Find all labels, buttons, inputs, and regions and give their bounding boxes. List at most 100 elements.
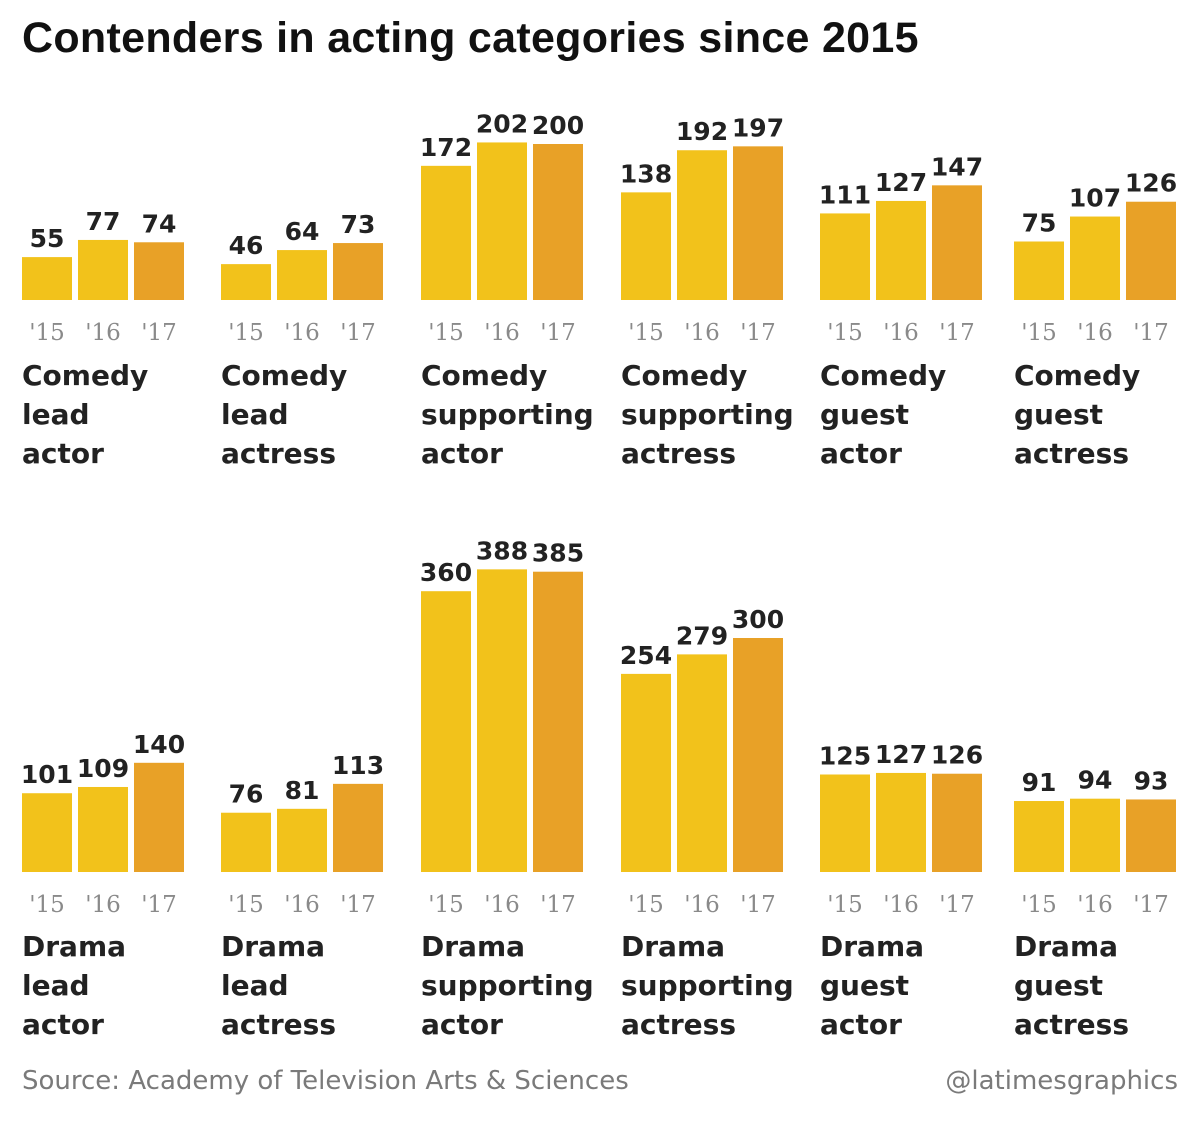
category-label-comedy-guest-actor-0: Comedy <box>820 359 946 392</box>
bar-comedy-supporting-actor-0 <box>421 165 471 300</box>
bar-drama-lead-actress-1 <box>277 808 327 872</box>
bar-comedy-guest-actress-1 <box>1070 216 1120 300</box>
bar-drama-guest-actor-0 <box>820 774 870 872</box>
category-label-drama-lead-actor-0: Drama <box>22 930 126 963</box>
bar-comedy-lead-actress-0 <box>221 264 271 300</box>
year-label-comedy-supporting-actress-2: '17 <box>740 320 776 346</box>
category-label-comedy-lead-actress-2: actress <box>221 437 336 470</box>
source-note: Source: Academy of Television Arts & Sci… <box>22 1066 629 1096</box>
category-label-drama-supporting-actor-2: actor <box>421 1008 503 1041</box>
bar-drama-supporting-actor-1 <box>477 569 527 872</box>
value-label-drama-lead-actress-0: 76 <box>229 780 264 809</box>
value-label-comedy-lead-actor-2: 74 <box>142 209 177 238</box>
year-label-comedy-guest-actress-1: '16 <box>1077 320 1113 346</box>
bar-drama-guest-actor-2 <box>932 773 982 872</box>
year-label-comedy-lead-actress-1: '16 <box>284 320 320 346</box>
category-label-drama-guest-actress-1: guest <box>1014 969 1103 1002</box>
value-label-comedy-supporting-actress-1: 192 <box>676 117 728 146</box>
year-label-drama-lead-actress-1: '16 <box>284 892 320 918</box>
year-label-drama-lead-actor-0: '15 <box>29 892 65 918</box>
bar-comedy-supporting-actress-2 <box>733 146 783 300</box>
bar-comedy-guest-actor-2 <box>932 185 982 300</box>
bar-comedy-lead-actress-2 <box>333 243 383 300</box>
value-label-comedy-supporting-actor-2: 200 <box>532 111 584 140</box>
bar-comedy-guest-actress-0 <box>1014 241 1064 300</box>
bar-drama-supporting-actor-2 <box>533 571 583 872</box>
bar-chart-grid: 55 '15 77 '16 74 '17 Comedy lead actor 46 '15 64 '16… <box>21 109 1177 1041</box>
year-label-comedy-guest-actress-0: '15 <box>1021 320 1057 346</box>
category-label-comedy-lead-actor-1: lead <box>22 398 90 431</box>
bar-drama-lead-actress-0 <box>221 812 271 872</box>
value-label-drama-guest-actress-0: 91 <box>1022 768 1057 797</box>
value-label-drama-lead-actress-2: 113 <box>332 751 384 780</box>
category-label-drama-guest-actress-0: Drama <box>1014 930 1118 963</box>
category-label-comedy-guest-actress-0: Comedy <box>1014 359 1140 392</box>
category-label-comedy-guest-actor-1: guest <box>820 398 909 431</box>
bar-comedy-supporting-actress-1 <box>677 150 727 300</box>
value-label-comedy-guest-actor-0: 111 <box>819 180 871 209</box>
year-label-drama-supporting-actor-2: '17 <box>540 892 576 918</box>
value-label-comedy-supporting-actress-0: 138 <box>620 159 672 188</box>
bar-drama-guest-actress-0 <box>1014 801 1064 872</box>
bar-drama-supporting-actor-0 <box>421 591 471 872</box>
value-label-comedy-guest-actress-1: 107 <box>1069 184 1121 213</box>
bar-drama-supporting-actress-0 <box>621 673 671 872</box>
year-label-drama-supporting-actor-1: '16 <box>484 892 520 918</box>
category-label-comedy-guest-actress-1: guest <box>1014 398 1103 431</box>
bar-drama-lead-actor-0 <box>22 793 72 872</box>
value-label-comedy-guest-actor-1: 127 <box>875 168 927 197</box>
category-label-comedy-lead-actor-2: actor <box>22 437 104 470</box>
category-label-drama-supporting-actor-1: supporting <box>421 969 594 1002</box>
value-label-drama-supporting-actress-2: 300 <box>732 605 784 634</box>
year-label-drama-supporting-actor-0: '15 <box>428 892 464 918</box>
value-label-comedy-guest-actress-2: 126 <box>1125 169 1177 198</box>
bar-comedy-guest-actor-0 <box>820 213 870 300</box>
bar-comedy-lead-actor-2 <box>134 242 184 300</box>
category-label-drama-guest-actor-2: actor <box>820 1008 902 1041</box>
bar-drama-guest-actress-2 <box>1126 799 1176 872</box>
year-label-comedy-guest-actor-1: '16 <box>883 320 919 346</box>
value-label-drama-lead-actress-1: 81 <box>285 776 320 805</box>
year-label-drama-lead-actor-2: '17 <box>141 892 177 918</box>
value-label-drama-supporting-actor-0: 360 <box>420 558 472 587</box>
category-label-drama-lead-actress-0: Drama <box>221 930 325 963</box>
value-label-comedy-supporting-actor-1: 202 <box>476 109 528 138</box>
bar-comedy-guest-actor-1 <box>876 200 926 300</box>
value-label-comedy-guest-actor-2: 147 <box>931 152 983 181</box>
value-label-comedy-lead-actor-0: 55 <box>30 224 65 253</box>
category-label-comedy-supporting-actor-0: Comedy <box>421 359 547 392</box>
category-label-drama-guest-actor-0: Drama <box>820 930 924 963</box>
bar-comedy-supporting-actor-2 <box>533 144 583 300</box>
bar-comedy-lead-actor-0 <box>22 257 72 300</box>
value-label-drama-supporting-actress-1: 279 <box>676 621 728 650</box>
year-label-comedy-supporting-actor-2: '17 <box>540 320 576 346</box>
chart-title: Contenders in acting categories since 20… <box>22 14 919 62</box>
bar-drama-supporting-actress-1 <box>677 654 727 872</box>
value-label-drama-guest-actor-0: 125 <box>819 742 871 771</box>
value-label-drama-lead-actor-1: 109 <box>77 754 129 783</box>
value-label-comedy-supporting-actor-0: 172 <box>420 133 472 162</box>
year-label-comedy-supporting-actor-1: '16 <box>484 320 520 346</box>
value-label-drama-supporting-actor-1: 388 <box>476 536 528 565</box>
year-label-drama-lead-actress-0: '15 <box>228 892 264 918</box>
value-label-drama-supporting-actor-2: 385 <box>532 539 584 568</box>
category-label-comedy-guest-actor-2: actor <box>820 437 902 470</box>
category-label-drama-guest-actor-1: guest <box>820 969 909 1002</box>
year-label-comedy-supporting-actress-1: '16 <box>684 320 720 346</box>
value-label-drama-guest-actor-1: 127 <box>875 740 927 769</box>
category-label-drama-supporting-actress-0: Drama <box>621 930 725 963</box>
year-label-drama-guest-actor-2: '17 <box>939 892 975 918</box>
category-label-drama-lead-actress-2: actress <box>221 1008 336 1041</box>
category-label-drama-lead-actor-2: actor <box>22 1008 104 1041</box>
category-label-comedy-supporting-actress-0: Comedy <box>621 359 747 392</box>
bar-comedy-lead-actress-1 <box>277 250 327 300</box>
category-label-comedy-supporting-actor-1: supporting <box>421 398 594 431</box>
year-label-drama-lead-actor-1: '16 <box>85 892 121 918</box>
year-label-comedy-guest-actor-0: '15 <box>827 320 863 346</box>
category-label-comedy-lead-actress-0: Comedy <box>221 359 347 392</box>
category-label-comedy-supporting-actress-1: supporting <box>621 398 794 431</box>
year-label-drama-guest-actress-0: '15 <box>1021 892 1057 918</box>
year-label-comedy-supporting-actress-0: '15 <box>628 320 664 346</box>
category-label-comedy-guest-actress-2: actress <box>1014 437 1129 470</box>
value-label-drama-lead-actor-0: 101 <box>21 760 73 789</box>
